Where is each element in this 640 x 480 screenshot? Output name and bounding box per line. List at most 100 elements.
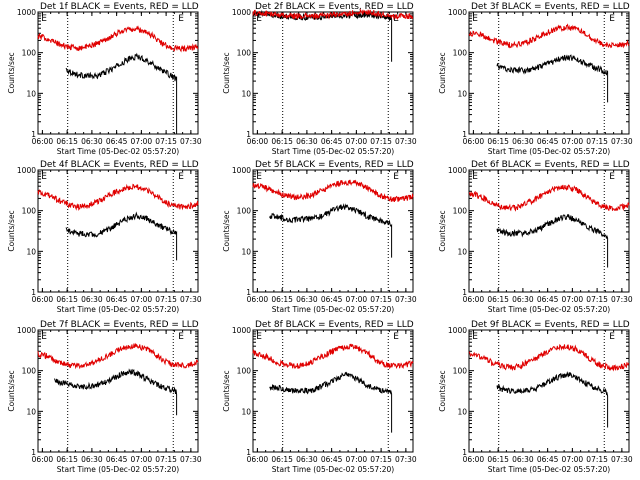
e-marker: E (393, 332, 399, 342)
series-lld-line (252, 8, 414, 21)
x-tick-label: 07:30 (180, 137, 202, 146)
y-tick-label: 100 (22, 367, 37, 376)
chart-title: Det 6f BLACK = Events, RED = LLD (471, 160, 630, 170)
y-tick-label: 100 (237, 49, 252, 58)
x-tick-label: 07:15 (586, 455, 608, 464)
x-tick-label: 06:00 (32, 295, 54, 304)
series-lld-line (252, 343, 414, 370)
x-tick-label: 07:00 (131, 137, 153, 146)
e-marker: E (256, 14, 262, 24)
x-tick-label: 07:15 (370, 137, 392, 146)
y-tick-label: 1 (246, 288, 251, 297)
x-tick-label: 06:30 (512, 455, 534, 464)
y-tick-label: 1 (246, 448, 251, 457)
series-lld-line (468, 344, 630, 372)
y-tick-label: 10 (26, 247, 36, 256)
x-tick-label: 06:00 (247, 137, 269, 146)
x-tick-label: 07:00 (562, 455, 584, 464)
series-lld-line (468, 184, 630, 212)
x-tick-label: 06:45 (321, 295, 343, 304)
x-tick-label: 07:00 (131, 295, 153, 304)
series-events-line (65, 211, 178, 261)
x-tick-label: 07:30 (611, 455, 633, 464)
x-tick-label: 07:00 (131, 455, 153, 464)
y-axis-label: Counts/sec (7, 370, 16, 411)
x-tick-label: 06:30 (296, 455, 318, 464)
x-axis-label: Start Time (05-Dec-02 05:57:20) (488, 147, 610, 156)
x-tick-label: 06:45 (106, 455, 128, 464)
series-events-line (269, 203, 393, 258)
e-marker: E (256, 172, 262, 182)
x-tick-label: 06:00 (463, 455, 485, 464)
plot-frame (468, 169, 630, 293)
series-events-line (269, 371, 393, 433)
series-events-line (496, 213, 609, 268)
y-tick-label: 10 (241, 407, 251, 416)
x-tick-label: 07:30 (395, 455, 417, 464)
y-tick-label: 1000 (448, 326, 467, 335)
e-marker: E (609, 332, 615, 342)
x-tick-label: 06:15 (271, 295, 293, 304)
chart-det-6f: Det 6f BLACK = Events, RED = LLD 06:00 06:… (438, 160, 633, 314)
y-tick-label: 1000 (232, 166, 251, 175)
x-tick-label: 06:30 (296, 137, 318, 146)
y-tick-label: 1000 (17, 8, 36, 17)
x-axis-label: Start Time (05-Dec-02 05:57:20) (272, 147, 394, 156)
x-tick-label: 07:30 (611, 137, 633, 146)
y-tick-label: 1 (462, 130, 467, 139)
e-marker: E (178, 332, 184, 342)
series-lld-line (37, 183, 199, 211)
series-lld-line (37, 342, 199, 370)
x-tick-label: 07:00 (346, 295, 368, 304)
x-tick-label: 07:15 (155, 455, 177, 464)
plot-frame (468, 11, 630, 135)
x-tick-label: 06:30 (296, 295, 318, 304)
plot-frame (468, 329, 630, 453)
x-axis-label: Start Time (05-Dec-02 05:57:20) (488, 305, 610, 314)
y-tick-label: 10 (457, 407, 467, 416)
chart-title: Det 9f BLACK = Events, RED = LLD (471, 320, 630, 330)
series-events-line (496, 371, 609, 428)
x-tick-label: 06:30 (81, 455, 103, 464)
series-events-line (54, 368, 178, 416)
y-axis-label: Counts/sec (7, 210, 16, 251)
plot-frame (252, 169, 414, 293)
y-tick-label: 100 (453, 207, 468, 216)
y-tick-label: 1000 (232, 326, 251, 335)
x-tick-label: 06:45 (537, 455, 559, 464)
x-tick-label: 06:15 (487, 455, 509, 464)
x-tick-label: 06:15 (271, 137, 293, 146)
series-lld-line (252, 179, 414, 203)
x-tick-label: 06:00 (247, 295, 269, 304)
y-tick-label: 100 (22, 207, 37, 216)
y-tick-label: 10 (26, 89, 36, 98)
y-tick-label: 1000 (448, 8, 467, 17)
e-marker: E (472, 14, 478, 24)
x-tick-label: 07:00 (562, 295, 584, 304)
e-marker: E (41, 14, 47, 24)
x-tick-label: 06:15 (56, 137, 78, 146)
x-axis-label: Start Time (05-Dec-02 05:57:20) (272, 305, 394, 314)
y-axis-label: Counts/sec (438, 210, 447, 251)
x-tick-label: 06:45 (537, 295, 559, 304)
x-tick-label: 06:00 (463, 295, 485, 304)
x-axis-label: Start Time (05-Dec-02 05:57:20) (488, 465, 610, 474)
y-tick-label: 100 (237, 367, 252, 376)
y-tick-label: 1000 (17, 166, 36, 175)
y-tick-label: 100 (237, 207, 252, 216)
y-tick-label: 1 (246, 130, 251, 139)
series-events-line (496, 54, 609, 103)
e-marker: E (393, 172, 399, 182)
x-tick-label: 06:30 (81, 295, 103, 304)
y-tick-label: 1 (31, 448, 36, 457)
y-axis-label: Counts/sec (222, 210, 231, 251)
x-tick-label: 06:15 (56, 455, 78, 464)
y-tick-label: 1000 (448, 166, 467, 175)
e-marker: E (609, 14, 615, 24)
y-tick-label: 10 (457, 89, 467, 98)
e-marker: E (609, 172, 615, 182)
